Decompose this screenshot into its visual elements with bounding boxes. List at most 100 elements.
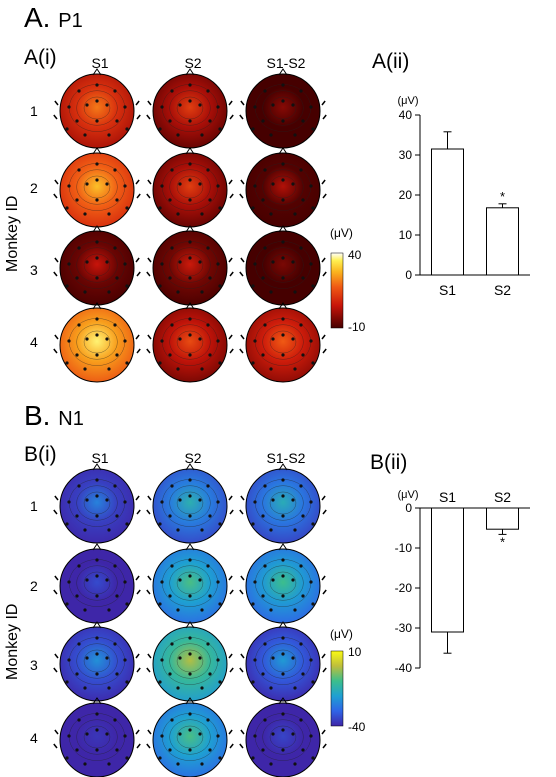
panel-a-topomap-r3-c2-electrode-5 [198, 260, 202, 264]
panel-a-topomap-r3-c3-tick-2 [239, 271, 244, 277]
panel-b-topomap-r3-c1-tick-1 [135, 653, 140, 659]
panel-b-topomap-r4-c1-contour-1 [76, 719, 118, 755]
panel-b-topomap-r1-c3-electrode-0 [281, 478, 285, 482]
panel-a-topomap-r3-c2-electrode-2 [206, 246, 210, 250]
panel-a-topomap-r4-c2-nose [185, 302, 195, 310]
panel-b-topomap-r3-c3-electrode-4 [271, 656, 275, 660]
panel-a-colorbar-max: 40 [348, 248, 362, 262]
panel-b-topomap-r3-c3-electrode-2 [299, 642, 303, 646]
panel-b-topomap-r3-c2-tick-3 [229, 667, 234, 673]
panel-b-topomap-r3-c2-electrode-11 [200, 686, 204, 690]
panel-b-topomap-r3-c3 [239, 621, 327, 702]
panel-a-topomap-r3-c3-electrode-1 [263, 246, 267, 250]
panel-b-topomap-r3-c2-electrode-13 [218, 680, 222, 684]
panel-a-ii-chart-ytick-label-40: 40 [399, 108, 413, 122]
panel-a-topomap-r3-c2-electrode-11 [200, 290, 204, 294]
panel-a-topomap-r1-c1-tick-0 [54, 100, 59, 106]
panel-b-topomap-r4-c3-tick-2 [239, 743, 244, 749]
panel-a-topomap-r4-c2-electrode-3 [160, 339, 164, 343]
panel-b-topomap-r3-c1-electrode-7 [75, 672, 79, 676]
panel-b-topomap-r4-c1-tick-0 [54, 729, 59, 735]
panel-a-topomap-r1-c1-electrode-8 [95, 119, 99, 123]
panel-b-topomap-r3-c2-electrode-3 [160, 658, 164, 662]
panel-b-topomap-r3-c3-electrode-10 [269, 686, 273, 690]
panel-b-topomap-r2-c3-tick-3 [322, 589, 327, 595]
panel-b-topomap-r1-c1-electrode-6 [123, 500, 127, 504]
panel-a-topomap-r1-c2-electrode-7 [168, 119, 172, 123]
panel-b-topomap-r1-c2-electrode-7 [168, 514, 172, 518]
panel-a-topomap-r2-c3 [239, 147, 327, 228]
panel-b-topomap-r3-c1-tick-3 [136, 667, 141, 673]
panel-a-topomap-r2-c2-electrode-9 [208, 198, 212, 202]
panel-a-topomap-r4-c1-tick-0 [54, 334, 59, 340]
panel-b-topomap-r2-c3-electrode-8 [281, 594, 285, 598]
panel-a-topomap-r3-c3-electrode-6 [309, 262, 313, 266]
panel-b-ii-chart-ytick-label--10: -10 [395, 541, 413, 555]
panel-a-topomap-r4-c3-electrode-3 [253, 339, 257, 343]
panel-a-topomap-r1-c3-electrode-3 [253, 105, 257, 109]
panel-b-topomap-r2-c1-electrode-11 [107, 608, 111, 612]
panel-b-topomap-r1-c3-tick-3 [322, 509, 327, 515]
panel-b-topomap-r3-c2-tick-2 [146, 667, 151, 673]
panel-b-component: N1 [58, 408, 84, 430]
panel-b-topomap-r3-c2-tick-1 [228, 653, 233, 659]
panel-a-topomap-r4-c3-tick-1 [321, 334, 326, 340]
panel-a-topomap-r4-c1-electrode-3 [67, 339, 71, 343]
panel-b-topomap-r1-c2-electrode-0 [188, 478, 192, 482]
panel-a-col-diff: S1-S2 [266, 55, 306, 71]
panel-b-topomap-r4-c3-contour-0 [269, 725, 297, 749]
panel-b-topomap-r1-c3-electrode-3 [253, 500, 257, 504]
panel-a-topomap-r1-c2-tick-2 [146, 114, 151, 120]
panel-a-topomap-r2-c3-tick-1 [321, 179, 326, 185]
panel-b-topomap-r1-c1-contour-1 [76, 485, 118, 521]
panel-b-topomap-r2-c2-electrode-4 [178, 578, 182, 582]
panel-a-topomap-r3-c2-electrode-10 [176, 290, 180, 294]
panel-b-topomap-r1-c2-electrode-11 [200, 528, 204, 532]
panel-b-topomap-r3-c1-electrode-9 [115, 672, 119, 676]
panel-a-row-3: 3 [30, 262, 38, 278]
panel-a-topomap-r4-c1-electrode-8 [95, 353, 99, 357]
panel-b-topomap-r2-c3-electrode-2 [299, 564, 303, 568]
panel-a-topomap-r2-c3-electrode-0 [281, 162, 285, 166]
panel-b-topomap-r1-c3-electrode-7 [261, 514, 265, 518]
panel-b-topomap-r2-c1-contour-1 [76, 565, 118, 601]
panel-b-topomap-r3-c3-electrode-13 [311, 680, 315, 684]
panel-a-topomap-r1-c1-electrode-10 [83, 133, 87, 137]
panel-b-topomap-r1-c2-tick-3 [229, 509, 234, 515]
panel-b-topomap-r1-c1-electrode-7 [75, 514, 79, 518]
panel-b-topomap-r4-c2-electrode-0 [188, 712, 192, 716]
panel-a-topomap-r4-c3-electrode-11 [293, 367, 297, 371]
panel-a-topomap-r3-c2-tick-0 [147, 257, 152, 263]
panel-a-topomap-r1-c2-electrode-2 [206, 89, 210, 93]
panel-a-topomap-r3-c3-electrode-4 [271, 260, 275, 264]
panel-b-topomap-r4-c2-electrode-13 [218, 756, 222, 760]
panel-b-topomap-r3-c3-tick-1 [321, 653, 326, 659]
panel-b-topomap-r3-c3-nose [278, 621, 288, 629]
panel-b-topomap-r3-c2-nose [185, 621, 195, 629]
panel-a-topomap-r4-c3-electrode-2 [299, 323, 303, 327]
panel-b-topomap-r2-c2-electrode-9 [208, 594, 212, 598]
panel-b-topomap-r2-c2-electrode-0 [188, 558, 192, 562]
panel-b-topomap-r2-c2-tick-2 [146, 589, 151, 595]
panel-b-col-s1: S1 [91, 450, 109, 466]
panel-b-topomap-r4-c3-electrode-14 [281, 728, 285, 732]
panel-b-topomap-r2-c1-tick-0 [54, 575, 59, 581]
panel-b-topomap-r3-c3-electrode-8 [281, 672, 285, 676]
panel-b-topomap-r4-c2-electrode-10 [176, 762, 180, 766]
panel-a-topomap-r3-c3-electrode-5 [291, 260, 295, 264]
panel-b-topomap-r2-c3-tick-0 [240, 575, 245, 581]
panel-a-topomap-r1-c1-electrode-2 [113, 89, 117, 93]
panel-b-topomap-r4-c3-electrode-10 [269, 762, 273, 766]
panel-a-topomap-r1-c1-electrode-4 [85, 103, 89, 107]
panel-b-topomap-r3-c3-electrode-9 [301, 672, 305, 676]
panel-b-topomap-r3-c1-electrode-10 [83, 686, 87, 690]
panel-a-topomap-r4-c1-electrode-14 [95, 333, 99, 337]
panel-a-topomap-r3-c2-tick-3 [229, 271, 234, 277]
panel-b-topomap-r1-c2-contour-1 [169, 485, 211, 521]
panel-b-topomap-r1-c1-electrode-0 [95, 478, 99, 482]
panel-a-colorbar-min: -10 [348, 320, 366, 334]
panel-b-topomap-r2-c3-electrode-12 [251, 602, 255, 606]
panel-a-topomap-r1-c1-contour-0 [83, 96, 111, 120]
panel-a-topomap-r3-c1-electrode-8 [95, 276, 99, 280]
panel-b-topomap-r2-c2-electrode-1 [170, 564, 174, 568]
